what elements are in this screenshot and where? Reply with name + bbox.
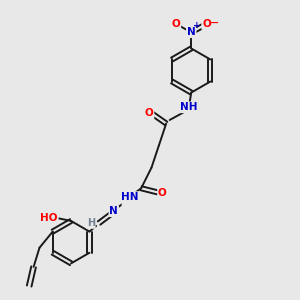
- Text: O: O: [172, 19, 180, 29]
- Text: NH: NH: [179, 102, 197, 112]
- Text: O: O: [158, 188, 167, 198]
- Text: N: N: [110, 206, 118, 216]
- Text: O: O: [202, 19, 211, 29]
- Text: N: N: [187, 27, 196, 37]
- Text: H: H: [87, 218, 95, 228]
- Text: HN: HN: [121, 192, 139, 202]
- Text: +: +: [193, 21, 200, 30]
- Text: O: O: [145, 108, 154, 118]
- Text: H: H: [122, 195, 130, 205]
- Text: H: H: [124, 194, 132, 204]
- Text: HO: HO: [40, 213, 58, 223]
- Text: −: −: [210, 18, 220, 28]
